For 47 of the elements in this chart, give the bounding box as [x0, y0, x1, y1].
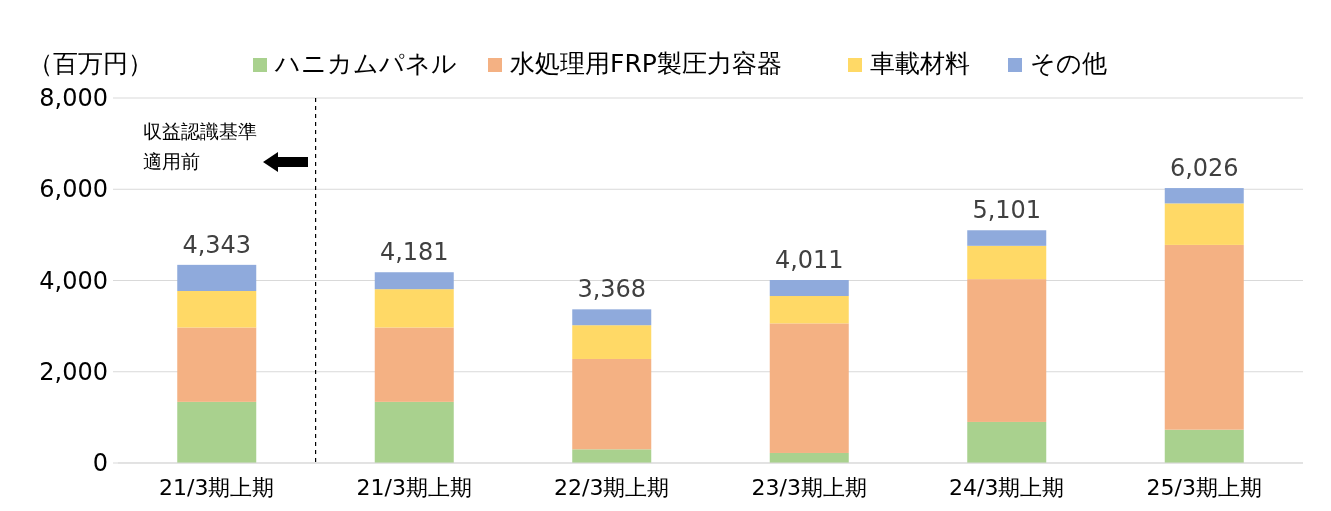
bar	[967, 245, 1047, 280]
y-tick-label: 8,000	[39, 84, 108, 112]
bar	[374, 327, 454, 402]
x-tick-label: 22/3期上期	[554, 475, 670, 500]
total-label: 5,101	[972, 196, 1042, 225]
bar	[374, 289, 454, 328]
bar	[967, 279, 1047, 422]
annotation: 収益認識基準適用前	[143, 120, 257, 172]
y-tick-label: 0	[92, 449, 108, 477]
bar	[572, 449, 652, 463]
legend-label: 車載材料	[870, 49, 970, 78]
x-tick-label: 21/3期上期	[356, 475, 472, 500]
x-tick-label: 25/3期上期	[1146, 475, 1262, 500]
x-tick-label: 23/3期上期	[751, 475, 867, 500]
y-tick-label: 2,000	[39, 357, 108, 386]
bar	[1164, 244, 1244, 430]
y-axis-title: （百万円）	[28, 49, 153, 78]
y-tick-label: 6,000	[39, 175, 108, 204]
total-label: 4,011	[774, 246, 844, 274]
bar	[572, 358, 652, 450]
bar	[177, 290, 257, 328]
bar	[769, 323, 849, 453]
bar	[572, 325, 652, 359]
legend-label: その他	[1030, 49, 1107, 78]
total-label: 4,181	[379, 238, 449, 267]
bar	[177, 327, 257, 402]
bar	[374, 401, 454, 463]
legend-label: 水処理用FRP製圧力容器	[510, 49, 782, 78]
bar	[769, 280, 849, 297]
bar	[769, 452, 849, 463]
bar	[177, 401, 257, 463]
bar	[967, 421, 1047, 463]
total-label: 3,368	[577, 275, 647, 304]
bar	[177, 264, 257, 291]
total-label: 4,343	[182, 230, 252, 259]
bar	[1164, 188, 1244, 204]
bar	[769, 296, 849, 324]
bar	[967, 230, 1047, 246]
bar	[572, 309, 652, 326]
bar	[1164, 429, 1244, 463]
bar	[374, 272, 454, 290]
total-label: 6,026	[1169, 154, 1239, 183]
y-tick-label: 4,000	[39, 266, 108, 295]
bar	[1164, 203, 1244, 245]
x-tick-label: 21/3期上期	[159, 475, 275, 500]
x-tick-label: 24/3期上期	[949, 475, 1065, 500]
legend-label: ハニカムパネル	[274, 49, 457, 78]
